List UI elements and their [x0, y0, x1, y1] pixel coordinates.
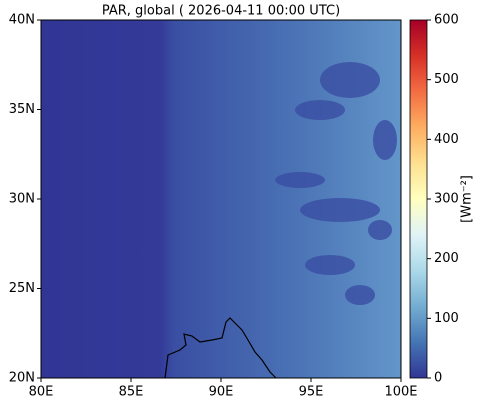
colorbar-tick-label: 300	[434, 192, 459, 207]
colorbar-tick-label: 200	[434, 251, 459, 266]
colorbar-tick-label: 400	[434, 132, 459, 147]
x-tick-label: 85E	[119, 385, 144, 400]
colorbar-label: [Wm⁻²]	[460, 175, 475, 223]
colorbar	[409, 19, 428, 379]
coastline	[164, 317, 277, 379]
colorbar-tick-label: 0	[434, 371, 442, 386]
colorbar-tick-label: 600	[434, 13, 459, 28]
x-tick-label: 90E	[209, 385, 234, 400]
x-tick-label: 100E	[384, 385, 417, 400]
chart-title: PAR, global ( 2026-04-11 00:00 UTC)	[102, 4, 340, 19]
cloud-patches	[275, 62, 397, 305]
colorbar-tick-label: 500	[434, 72, 459, 87]
y-tick-label: 25N	[9, 281, 35, 296]
x-tick-label: 80E	[29, 385, 54, 400]
y-tick-label: 40N	[9, 13, 35, 28]
x-tick-label: 95E	[299, 385, 324, 400]
y-tick-label: 30N	[9, 192, 35, 207]
colorbar-tick-label: 100	[434, 311, 459, 326]
y-tick-label: 20N	[9, 371, 35, 386]
y-tick-label: 35N	[9, 102, 35, 117]
